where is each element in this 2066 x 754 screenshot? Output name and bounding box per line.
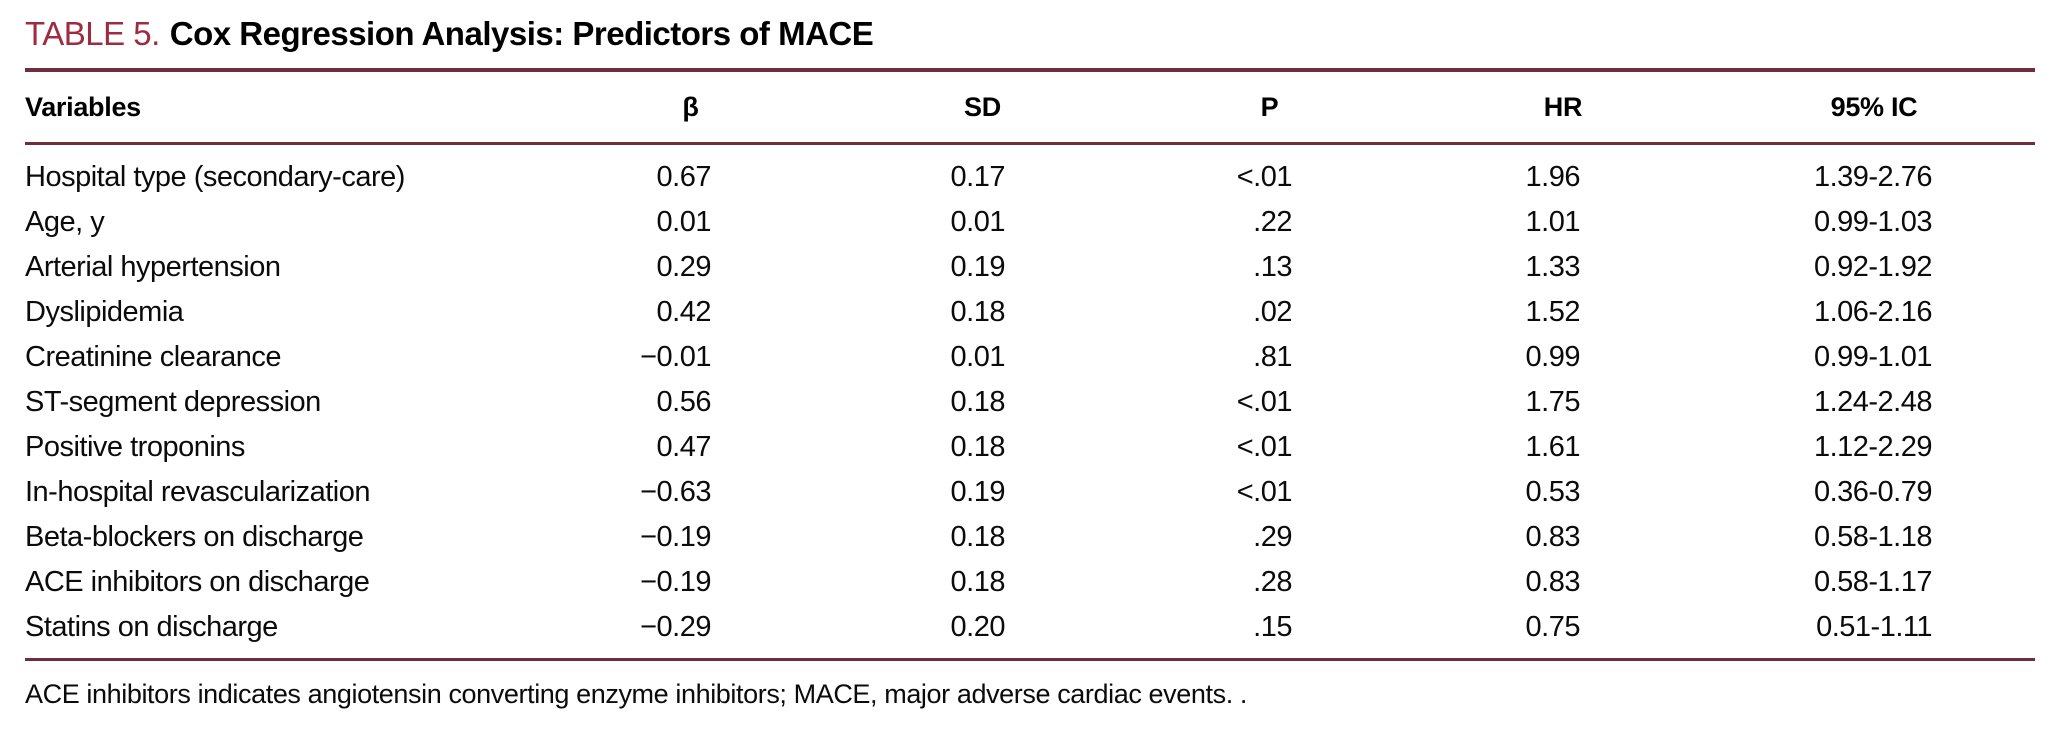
cell-ci: 0.92-1.92 <box>1813 251 1933 283</box>
cell-p: <.01 <box>1236 431 1293 463</box>
cell-ci: 1.24-2.48 <box>1813 386 1933 418</box>
cell-beta: 0.01 <box>656 206 712 238</box>
column-header-p: P <box>1260 91 1279 122</box>
cell-hr: 1.96 <box>1525 161 1581 193</box>
cell-p: .81 <box>1253 341 1292 373</box>
cell-sd: 0.18 <box>950 386 1006 418</box>
cell-ci: 0.58-1.18 <box>1813 521 1933 553</box>
cell-variable: Arterial hypertension <box>25 251 281 283</box>
cell-hr: 1.52 <box>1525 296 1581 328</box>
cell-p: .15 <box>1253 611 1292 643</box>
cell-beta: 0.42 <box>656 296 712 328</box>
cell-hr: 0.75 <box>1525 611 1581 643</box>
cell-variable: Dyslipidemia <box>25 296 184 328</box>
table-row: Creatinine clearance −0.01 0.01 .81 0.99 0.99… <box>25 335 2035 380</box>
bottom-rule-divider <box>25 658 2035 661</box>
cell-beta: 0.56 <box>656 386 712 418</box>
cell-hr: 0.83 <box>1525 566 1581 598</box>
cell-ci: 0.99-1.01 <box>1813 341 1933 373</box>
table-number-label: TABLE 5. <box>25 15 160 52</box>
cell-sd: 0.01 <box>950 206 1006 238</box>
cell-variable: Creatinine clearance <box>25 341 281 373</box>
cell-p: .29 <box>1253 521 1292 553</box>
table-body: Hospital type (secondary-care) 0.67 0.17 <.… <box>25 144 2035 651</box>
cell-sd: 0.17 <box>950 161 1006 193</box>
cell-hr: 1.75 <box>1525 386 1581 418</box>
column-header-beta: β <box>682 91 699 122</box>
cell-sd: 0.01 <box>950 341 1006 373</box>
cell-sd: 0.19 <box>950 476 1006 508</box>
cell-ci: 0.58-1.17 <box>1813 566 1933 598</box>
cell-beta: −0.01 <box>640 341 711 373</box>
cell-hr: 0.83 <box>1525 521 1581 553</box>
table-title-text: Cox Regression Analysis: Predictors of M… <box>169 15 874 52</box>
cell-variable: Hospital type (secondary-care) <box>25 161 405 193</box>
top-rule-divider <box>25 68 2035 72</box>
cell-variable: Statins on discharge <box>25 611 278 643</box>
cell-hr: 0.99 <box>1525 341 1581 373</box>
table-row: Arterial hypertension 0.29 0.19 .13 1.33 0.92… <box>25 245 2035 290</box>
table-header-row: Variables β SD P HR 95% IC <box>25 72 2035 144</box>
cell-ci: 1.12-2.29 <box>1813 431 1933 463</box>
cell-variable: Beta-blockers on discharge <box>25 521 364 553</box>
page-title: TABLE 5. Cox Regression Analysis: Predict… <box>25 14 2035 54</box>
cell-beta: −0.29 <box>640 611 711 643</box>
cell-p: <.01 <box>1236 161 1293 193</box>
cell-beta: −0.19 <box>640 566 711 598</box>
table-row: In-hospital revascularization −0.63 0.19 <.… <box>25 470 2035 515</box>
column-header-variables: Variables <box>25 91 141 122</box>
cell-ci: 0.99-1.03 <box>1813 206 1933 238</box>
cell-hr: 0.53 <box>1525 476 1581 508</box>
table-footnote: ACE inhibitors indicates angiotensin con… <box>25 679 1247 709</box>
cell-sd: 0.19 <box>950 251 1006 283</box>
cell-variable: ACE inhibitors on discharge <box>25 566 370 598</box>
cell-p: <.01 <box>1236 476 1293 508</box>
cell-ci: 0.36-0.79 <box>1813 476 1933 508</box>
cell-sd: 0.18 <box>950 521 1006 553</box>
cell-beta: 0.47 <box>656 431 712 463</box>
cell-sd: 0.18 <box>950 296 1006 328</box>
cell-beta: 0.67 <box>656 161 712 193</box>
cell-variable: Positive troponins <box>25 431 245 463</box>
table-row: ACE inhibitors on discharge −0.19 0.18 .28 0… <box>25 560 2035 605</box>
column-header-hr: HR <box>1543 91 1583 122</box>
cell-beta: 0.29 <box>656 251 712 283</box>
table-row: Dyslipidemia 0.42 0.18 .02 1.52 1.06-2.16 <box>25 290 2035 335</box>
table-row: Hospital type (secondary-care) 0.67 0.17 <.… <box>25 144 2035 201</box>
column-header-sd: SD <box>964 91 1001 122</box>
cell-p: <.01 <box>1236 386 1293 418</box>
cell-p: .28 <box>1253 566 1292 598</box>
cell-variable: In-hospital revascularization <box>25 476 370 508</box>
table-row: Positive troponins 0.47 0.18 <.01 1.61 1.12-2… <box>25 425 2035 470</box>
cell-sd: 0.20 <box>950 611 1006 643</box>
table-row: ST-segment depression 0.56 0.18 <.01 1.75 1.2… <box>25 380 2035 425</box>
cell-ci: 1.39-2.76 <box>1813 161 1933 193</box>
cell-beta: −0.19 <box>640 521 711 553</box>
cell-p: .02 <box>1253 296 1292 328</box>
cell-ci: 0.51-1.11 <box>1816 611 1932 643</box>
cell-beta: −0.63 <box>640 476 711 508</box>
cell-sd: 0.18 <box>950 431 1006 463</box>
cell-hr: 1.33 <box>1525 251 1581 283</box>
cell-hr: 1.01 <box>1525 206 1581 238</box>
cell-p: .22 <box>1253 206 1292 238</box>
cell-sd: 0.18 <box>950 566 1006 598</box>
table-row: Beta-blockers on discharge −0.19 0.18 .29 0.… <box>25 515 2035 560</box>
cell-variable: ST-segment depression <box>25 386 321 418</box>
cell-hr: 1.61 <box>1525 431 1581 463</box>
cell-variable: Age, y <box>25 206 105 238</box>
column-header-95ci: 95% IC <box>1830 91 1918 122</box>
table-row: Statins on discharge −0.29 0.20 .15 0.75 0.51… <box>25 605 2035 650</box>
cell-p: .13 <box>1253 251 1292 283</box>
table-row: Age, y 0.01 0.01 .22 1.01 0.99-1.03 <box>25 200 2035 245</box>
cell-ci: 1.06-2.16 <box>1813 296 1933 328</box>
cox-regression-table: Variables β SD P HR 95% IC Hospital type… <box>25 72 2035 650</box>
